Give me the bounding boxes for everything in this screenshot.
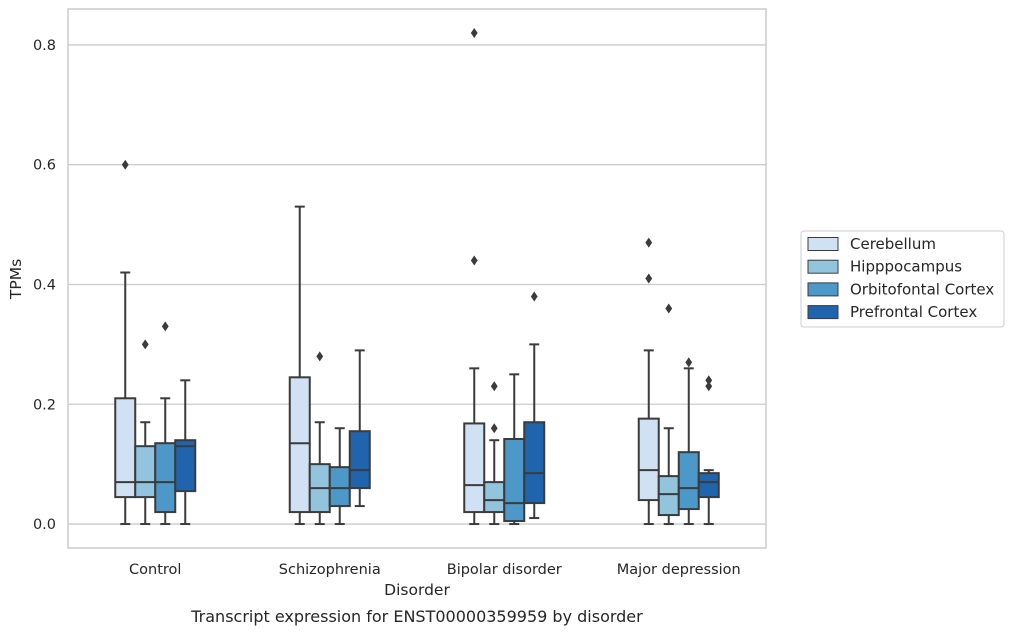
box-prefrontal-cortex (697, 375, 720, 526)
box-hipppocampus (134, 339, 157, 526)
x-tick-labels: Control Schizophrenia Bipolar disorder Majo… (129, 562, 741, 578)
y-tick-label: 0.8 (33, 38, 56, 54)
x-tick-label: Control (129, 562, 181, 578)
outlier-point (705, 375, 713, 386)
iqr-box (677, 451, 700, 511)
box-cerebellum (114, 159, 137, 526)
x-tick-label: Bipolar disorder (447, 562, 562, 578)
legend-label: Hipppocampus (850, 258, 962, 276)
box-hipppocampus (308, 351, 331, 526)
iqr-box (697, 472, 720, 499)
outlier-point (490, 381, 498, 392)
outlier-point (705, 381, 713, 392)
y-tick-label: 0.6 (33, 158, 56, 174)
iqr-box (174, 439, 197, 493)
outlier-point (490, 423, 498, 434)
iqr-box (288, 376, 311, 514)
outlier-point (121, 159, 129, 170)
y-tick-labels: 0.0 0.2 0.4 0.6 0.8 (33, 38, 56, 533)
iqr-box (134, 445, 157, 499)
box-orbitofontal-cortex (677, 357, 700, 526)
box-orbitofontal-cortex (154, 321, 177, 526)
y-tick-label: 0.2 (33, 397, 56, 413)
box-orbitofontal-cortex (503, 373, 526, 526)
legend-label: Orbitofontal Cortex (850, 280, 994, 298)
outlier-point (645, 273, 653, 284)
outlier-point (665, 303, 673, 314)
box-cerebellum (288, 205, 311, 526)
legend-label: Prefrontal Cortex (850, 303, 977, 321)
box-prefrontal-cortex (174, 379, 197, 526)
box-cerebellum (463, 27, 486, 526)
plot-frame (67, 8, 767, 549)
y-tick-label: 0.4 (33, 277, 56, 293)
box-prefrontal-cortex (348, 349, 371, 508)
box-hipppocampus (657, 303, 680, 526)
iqr-box (154, 442, 177, 514)
iqr-box (637, 417, 660, 502)
box-prefrontal-cortex (523, 291, 546, 520)
outlier-point (685, 357, 693, 368)
outlier-point (470, 27, 478, 38)
x-tick-label: Schizophrenia (279, 562, 381, 578)
iqr-box (523, 421, 546, 505)
iqr-box (348, 430, 371, 490)
iqr-box (503, 438, 526, 523)
legend-swatch (807, 305, 839, 320)
outlier-point (161, 321, 169, 332)
legend: Cerebellum Hipppocampus Orbitofontal Corte… (800, 230, 1005, 328)
iqr-box (657, 475, 680, 517)
iqr-box (328, 466, 351, 508)
chart-caption: Transcript expression for ENST0000035995… (190, 607, 643, 626)
y-axis-label: TPMs (7, 259, 25, 300)
y-tick-label: 0.0 (33, 517, 56, 533)
x-axis-label: Disorder (384, 581, 450, 599)
box-cerebellum (637, 237, 660, 526)
x-tick-label: Major depression (617, 562, 741, 578)
box-orbitofontal-cortex (328, 427, 351, 526)
box-hipppocampus (483, 381, 506, 526)
outlier-point (470, 255, 478, 266)
legend-swatch (807, 259, 839, 274)
iqr-box (463, 422, 486, 514)
outlier-point (645, 237, 653, 248)
boxes (114, 27, 720, 526)
outlier-point (141, 339, 149, 350)
legend-swatch (807, 282, 839, 297)
legend-swatch (807, 237, 839, 251)
outlier-point (316, 351, 324, 362)
legend-label: Cerebellum (850, 235, 936, 253)
outlier-point (530, 291, 538, 302)
iqr-box (483, 481, 506, 514)
legend-frame (800, 230, 1005, 328)
